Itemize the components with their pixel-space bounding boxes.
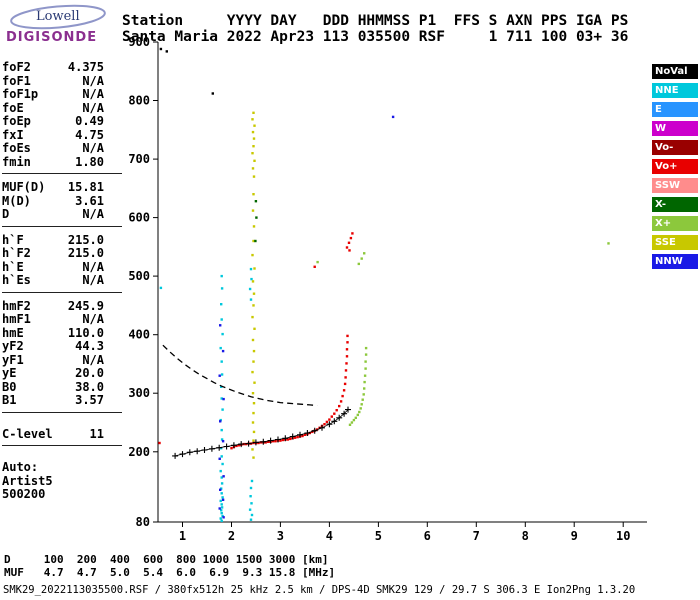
direction-color-legend: NoVal NNE E W Vo- Vo+ SSW X- X+ SSE NNW xyxy=(652,64,698,273)
svg-text:9: 9 xyxy=(571,529,578,543)
svg-text:8: 8 xyxy=(522,529,529,543)
svg-text:800: 800 xyxy=(128,94,150,108)
param-d: D N/A xyxy=(2,207,104,221)
legend-item-e: E xyxy=(652,102,698,117)
param-artist5: Artist5 xyxy=(2,473,53,488)
param-hmf1: hmF1 N/A xyxy=(2,312,104,326)
svg-text:200: 200 xyxy=(128,445,150,459)
legend-item-w: W xyxy=(652,121,698,136)
param-md: M(D) 3.61 xyxy=(2,193,104,208)
param-group: hmF2 245.9 hmF1 N/A hmE 110.0 yF2 44.3 yF1 N/A yE 2… xyxy=(2,299,122,413)
logo-digisonde-text: DIGISONDE xyxy=(6,30,98,45)
svg-text:400: 400 xyxy=(128,328,150,342)
header-line1: Station YYYY DAY DDD HHMMSS P1 FFS S AXN… xyxy=(122,13,629,29)
param-auto: Auto: xyxy=(2,460,39,474)
param-b0: B0 38.0 xyxy=(2,379,104,394)
header-line2: Santa Maria 2022 Apr23 113 035500 RSF 1 … xyxy=(122,29,629,45)
param-foep: foEp 0.49 xyxy=(2,114,104,128)
param-group: foF2 4.375 foF1 N/A foF1p N/A foE N/A foEp 0.49 fx… xyxy=(2,60,122,174)
param-fmin: fmin 1.80 xyxy=(2,154,104,169)
legend-item-x: X- xyxy=(652,197,698,212)
legend-item-vo: Vo+ xyxy=(652,159,698,174)
svg-text:80: 80 xyxy=(136,515,150,529)
param-yf1: yF1 N/A xyxy=(2,352,104,367)
svg-text:500: 500 xyxy=(128,269,150,283)
legend-item-ssw: SSW xyxy=(652,178,698,193)
svg-text:600: 600 xyxy=(128,211,150,225)
param-group: C-level 11 xyxy=(2,426,122,446)
svg-text:1: 1 xyxy=(179,529,186,543)
param-hes: h`Es N/A xyxy=(2,273,104,287)
param-group: h`F 215.0 h`F2 215.0 h`E N/A h`Es N/A xyxy=(2,233,122,293)
param-group: Auto: Artist5 500200 xyxy=(2,460,122,506)
param-500200: 500200 xyxy=(2,487,46,501)
param-fxi: fxI 4.75 xyxy=(2,127,104,142)
param-fof1p: foF1p N/A xyxy=(2,87,104,101)
param-hf2: h`F2 215.0 xyxy=(2,246,104,260)
param-foe: foE N/A xyxy=(2,100,104,115)
logo-lowell-text: Lowell xyxy=(36,9,80,24)
legend-item-x: X+ xyxy=(652,216,698,231)
param-ye: yE 20.0 xyxy=(2,366,104,380)
svg-text:6: 6 xyxy=(424,529,431,543)
param-clevel: C-level 11 xyxy=(2,426,104,441)
legend-item-noval: NoVal xyxy=(652,64,698,79)
param-fof2: foF2 4.375 xyxy=(2,60,104,74)
param-he: h`E N/A xyxy=(2,259,104,274)
param-fof1: foF1 N/A xyxy=(2,73,104,88)
param-hf: h`F 215.0 xyxy=(2,232,104,247)
param-hmf2: hmF2 245.9 xyxy=(2,298,104,313)
legend-item-sse: SSE xyxy=(652,235,698,250)
svg-text:4: 4 xyxy=(326,529,333,543)
legend-item-nne: NNE xyxy=(652,83,698,98)
svg-text:300: 300 xyxy=(128,386,150,400)
svg-text:900: 900 xyxy=(128,35,150,49)
lowell-digisonde-logo: Lowell DIGISONDE xyxy=(4,2,116,50)
param-foes: foEs N/A xyxy=(2,141,104,155)
legend-item-nnw: NNW xyxy=(652,254,698,269)
legend-item-vo: Vo- xyxy=(652,140,698,155)
parameter-panel: foF2 4.375 foF1 N/A foF1p N/A foE N/A foEp 0.49 fx… xyxy=(2,60,122,512)
param-hme: hmE 110.0 xyxy=(2,325,104,340)
ionogram-chart: 80 200 300 400 500 600 700 800 900 1 2 3 4 5 6 7 8 9 10 xyxy=(128,35,647,543)
logo-orbit-icon xyxy=(10,4,106,30)
param-yf2: yF2 44.3 xyxy=(2,339,104,353)
svg-text:700: 700 xyxy=(128,152,150,166)
svg-text:3: 3 xyxy=(277,529,284,543)
param-mufd: MUF(D) 15.81 xyxy=(2,180,104,194)
param-group: MUF(D) 15.81 M(D) 3.61 D N/A xyxy=(2,180,122,227)
status-line: SMK29_2022113035500.RSF / 380fx512h 25 k… xyxy=(3,584,636,596)
svg-text:10: 10 xyxy=(616,529,630,543)
param-b1: B1 3.57 xyxy=(2,393,104,407)
svg-text:2: 2 xyxy=(228,529,235,543)
svg-text:7: 7 xyxy=(473,529,480,543)
svg-text:5: 5 xyxy=(375,529,382,543)
muf-distance-table: D 100 200 400 600 800 1000 1500 3000 [km… xyxy=(4,553,336,579)
